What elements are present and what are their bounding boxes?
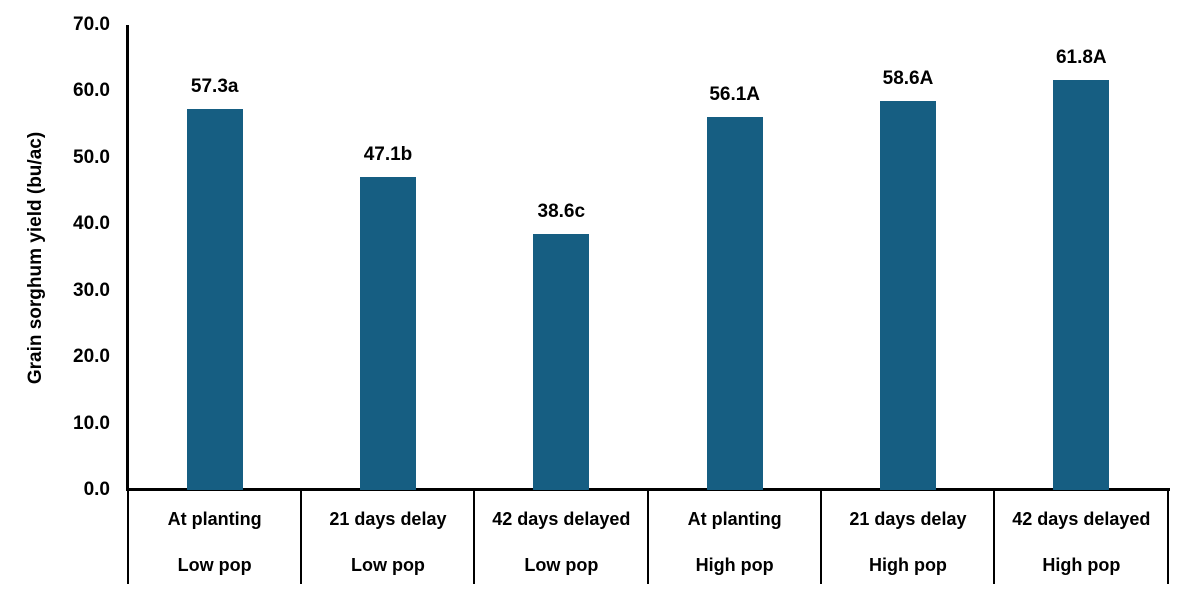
category-divider: [993, 490, 996, 584]
category-cell-4: At planting High pop: [648, 491, 821, 584]
category-population-label: Low pop: [524, 555, 599, 575]
y-tick-label: 60.0: [73, 80, 110, 102]
category-timing-label: 42 days delayed: [1012, 509, 1151, 529]
category-population-label: Low pop: [350, 555, 425, 575]
category-divider: [819, 490, 822, 584]
category-divider: [473, 490, 476, 584]
y-tick-label: 30.0: [73, 279, 110, 301]
y-tick-label: 0.0: [83, 479, 110, 500]
bar-3: [533, 233, 590, 490]
y-tick-label: 50.0: [73, 146, 110, 168]
category-population-label: Low pop: [177, 555, 252, 575]
bar-value-label: 47.1b: [363, 144, 413, 166]
x-axis-line: [126, 488, 1170, 491]
category-cell-3: 42 days delayed Low pop: [475, 491, 648, 584]
bar-value-label: 38.6c: [537, 200, 586, 222]
category-timing-label: At planting: [167, 509, 262, 529]
category-timing-label: 21 days delay: [329, 509, 447, 529]
category-divider: [126, 490, 129, 584]
y-tick-label: 10.0: [73, 412, 110, 434]
bar-4: [706, 117, 763, 490]
category-divider: [299, 490, 302, 584]
bar-1: [186, 109, 243, 490]
category-cell-2: 21 days delay Low pop: [301, 491, 474, 584]
category-timing-label: 42 days delayed: [492, 509, 631, 529]
category-divider: [646, 490, 649, 584]
category-timing-label: 21 days delay: [849, 509, 967, 529]
bar-6: [1053, 79, 1110, 490]
bar-value-label: 61.8A: [1055, 46, 1107, 68]
bar-value-label: 58.6A: [882, 67, 934, 89]
category-cell-1: At planting Low pop: [128, 491, 301, 584]
bar-2: [360, 177, 416, 490]
bar-5: [880, 100, 936, 490]
category-cell-5: 21 days delay High pop: [821, 491, 994, 584]
bar-value-label: 57.3a: [190, 76, 239, 98]
category-divider: [1166, 490, 1169, 584]
y-tick-label: 20.0: [73, 346, 110, 368]
y-tick-label: 70.0: [73, 14, 110, 35]
y-tick-label: 40.0: [73, 213, 110, 235]
category-cell-6: 42 days delayed High pop: [995, 491, 1168, 584]
category-population-label: High pop: [868, 555, 947, 575]
y-axis-line: [126, 25, 129, 490]
category-population-label: High pop: [1042, 555, 1121, 575]
bar-value-label: 56.1A: [709, 84, 761, 106]
category-population-label: High pop: [695, 555, 774, 575]
category-timing-label: At planting: [687, 509, 782, 529]
